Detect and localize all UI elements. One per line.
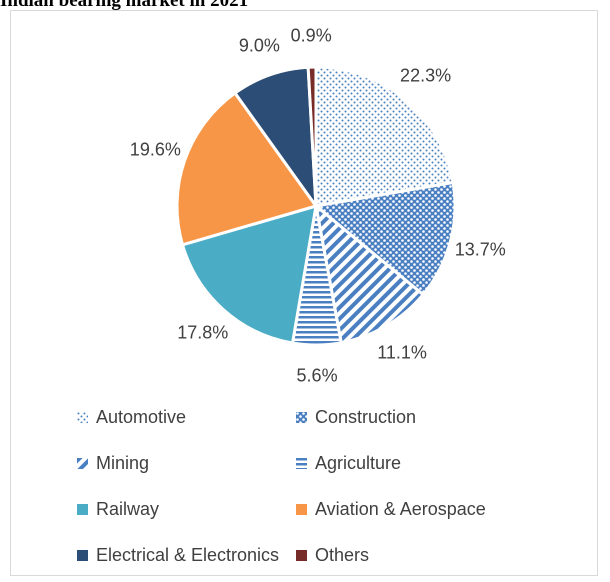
data-label-railway: 17.8%: [177, 322, 229, 343]
chart-frame: 22.3% 13.7% 11.1% 5.6% 17.8% 19.6% 9.0% 0.9% Au…: [10, 10, 598, 576]
pie-slice-construction: [312, 180, 457, 297]
legend-item-electrical-and-electronics: Electrical & Electronics: [77, 545, 279, 566]
pie-slice-automotive: [314, 65, 455, 208]
legend-swatch-railway: [77, 504, 88, 515]
pie-slice-mining: [313, 202, 426, 345]
data-label-automotive: 22.3%: [400, 65, 452, 86]
pie-slice-electrical-and-electronics: [232, 65, 318, 212]
legend-label: Others: [315, 545, 370, 565]
legend-item-railway: Railway: [77, 499, 159, 520]
pie-chart: [175, 65, 457, 347]
legend-label: Railway: [96, 499, 160, 519]
data-label-others: 0.9%: [290, 25, 332, 46]
data-label-construction: 13.7%: [454, 239, 506, 260]
data-label-agriculture: 5.6%: [296, 365, 338, 386]
legend-label: Agriculture: [315, 453, 402, 473]
legend-swatch-automotive: [77, 412, 88, 423]
legend-label: Construction: [315, 407, 417, 427]
legend-item-aviation-and-aerospace: Aviation & Aerospace: [296, 499, 486, 520]
legend-item-automotive: Automotive: [77, 407, 186, 428]
legend-swatch-electrical-and-electronics: [77, 550, 88, 561]
data-label-mining: 11.1%: [377, 342, 427, 363]
legend-swatch-mining: [77, 458, 88, 469]
legend-item-construction: Construction: [296, 407, 416, 428]
legend-item-agriculture: Agriculture: [296, 453, 401, 474]
legend-label: Automotive: [96, 407, 187, 427]
legend-item-mining: Mining: [77, 453, 149, 474]
legend-swatch-others: [296, 550, 307, 561]
legend-label: Aviation & Aerospace: [315, 499, 486, 519]
data-label-electrical-and-electronics: 9.0%: [238, 35, 280, 56]
legend-swatch-construction: [296, 412, 307, 423]
legend-label: Electrical & Electronics: [96, 545, 280, 565]
data-label-aviation-and-aerospace: 19.6%: [129, 139, 181, 160]
legend-item-others: Others: [296, 545, 369, 566]
legend-swatch-aviation-and-aerospace: [296, 504, 307, 515]
pie-slice-aviation-and-aerospace: [175, 90, 319, 247]
pie-slice-others: [306, 65, 318, 207]
chart-title: Indian bearing market in 2021: [0, 0, 249, 11]
legend-swatch-agriculture: [296, 458, 307, 469]
pie-slice-railway: [180, 203, 318, 345]
legend-label: Mining: [96, 453, 150, 473]
